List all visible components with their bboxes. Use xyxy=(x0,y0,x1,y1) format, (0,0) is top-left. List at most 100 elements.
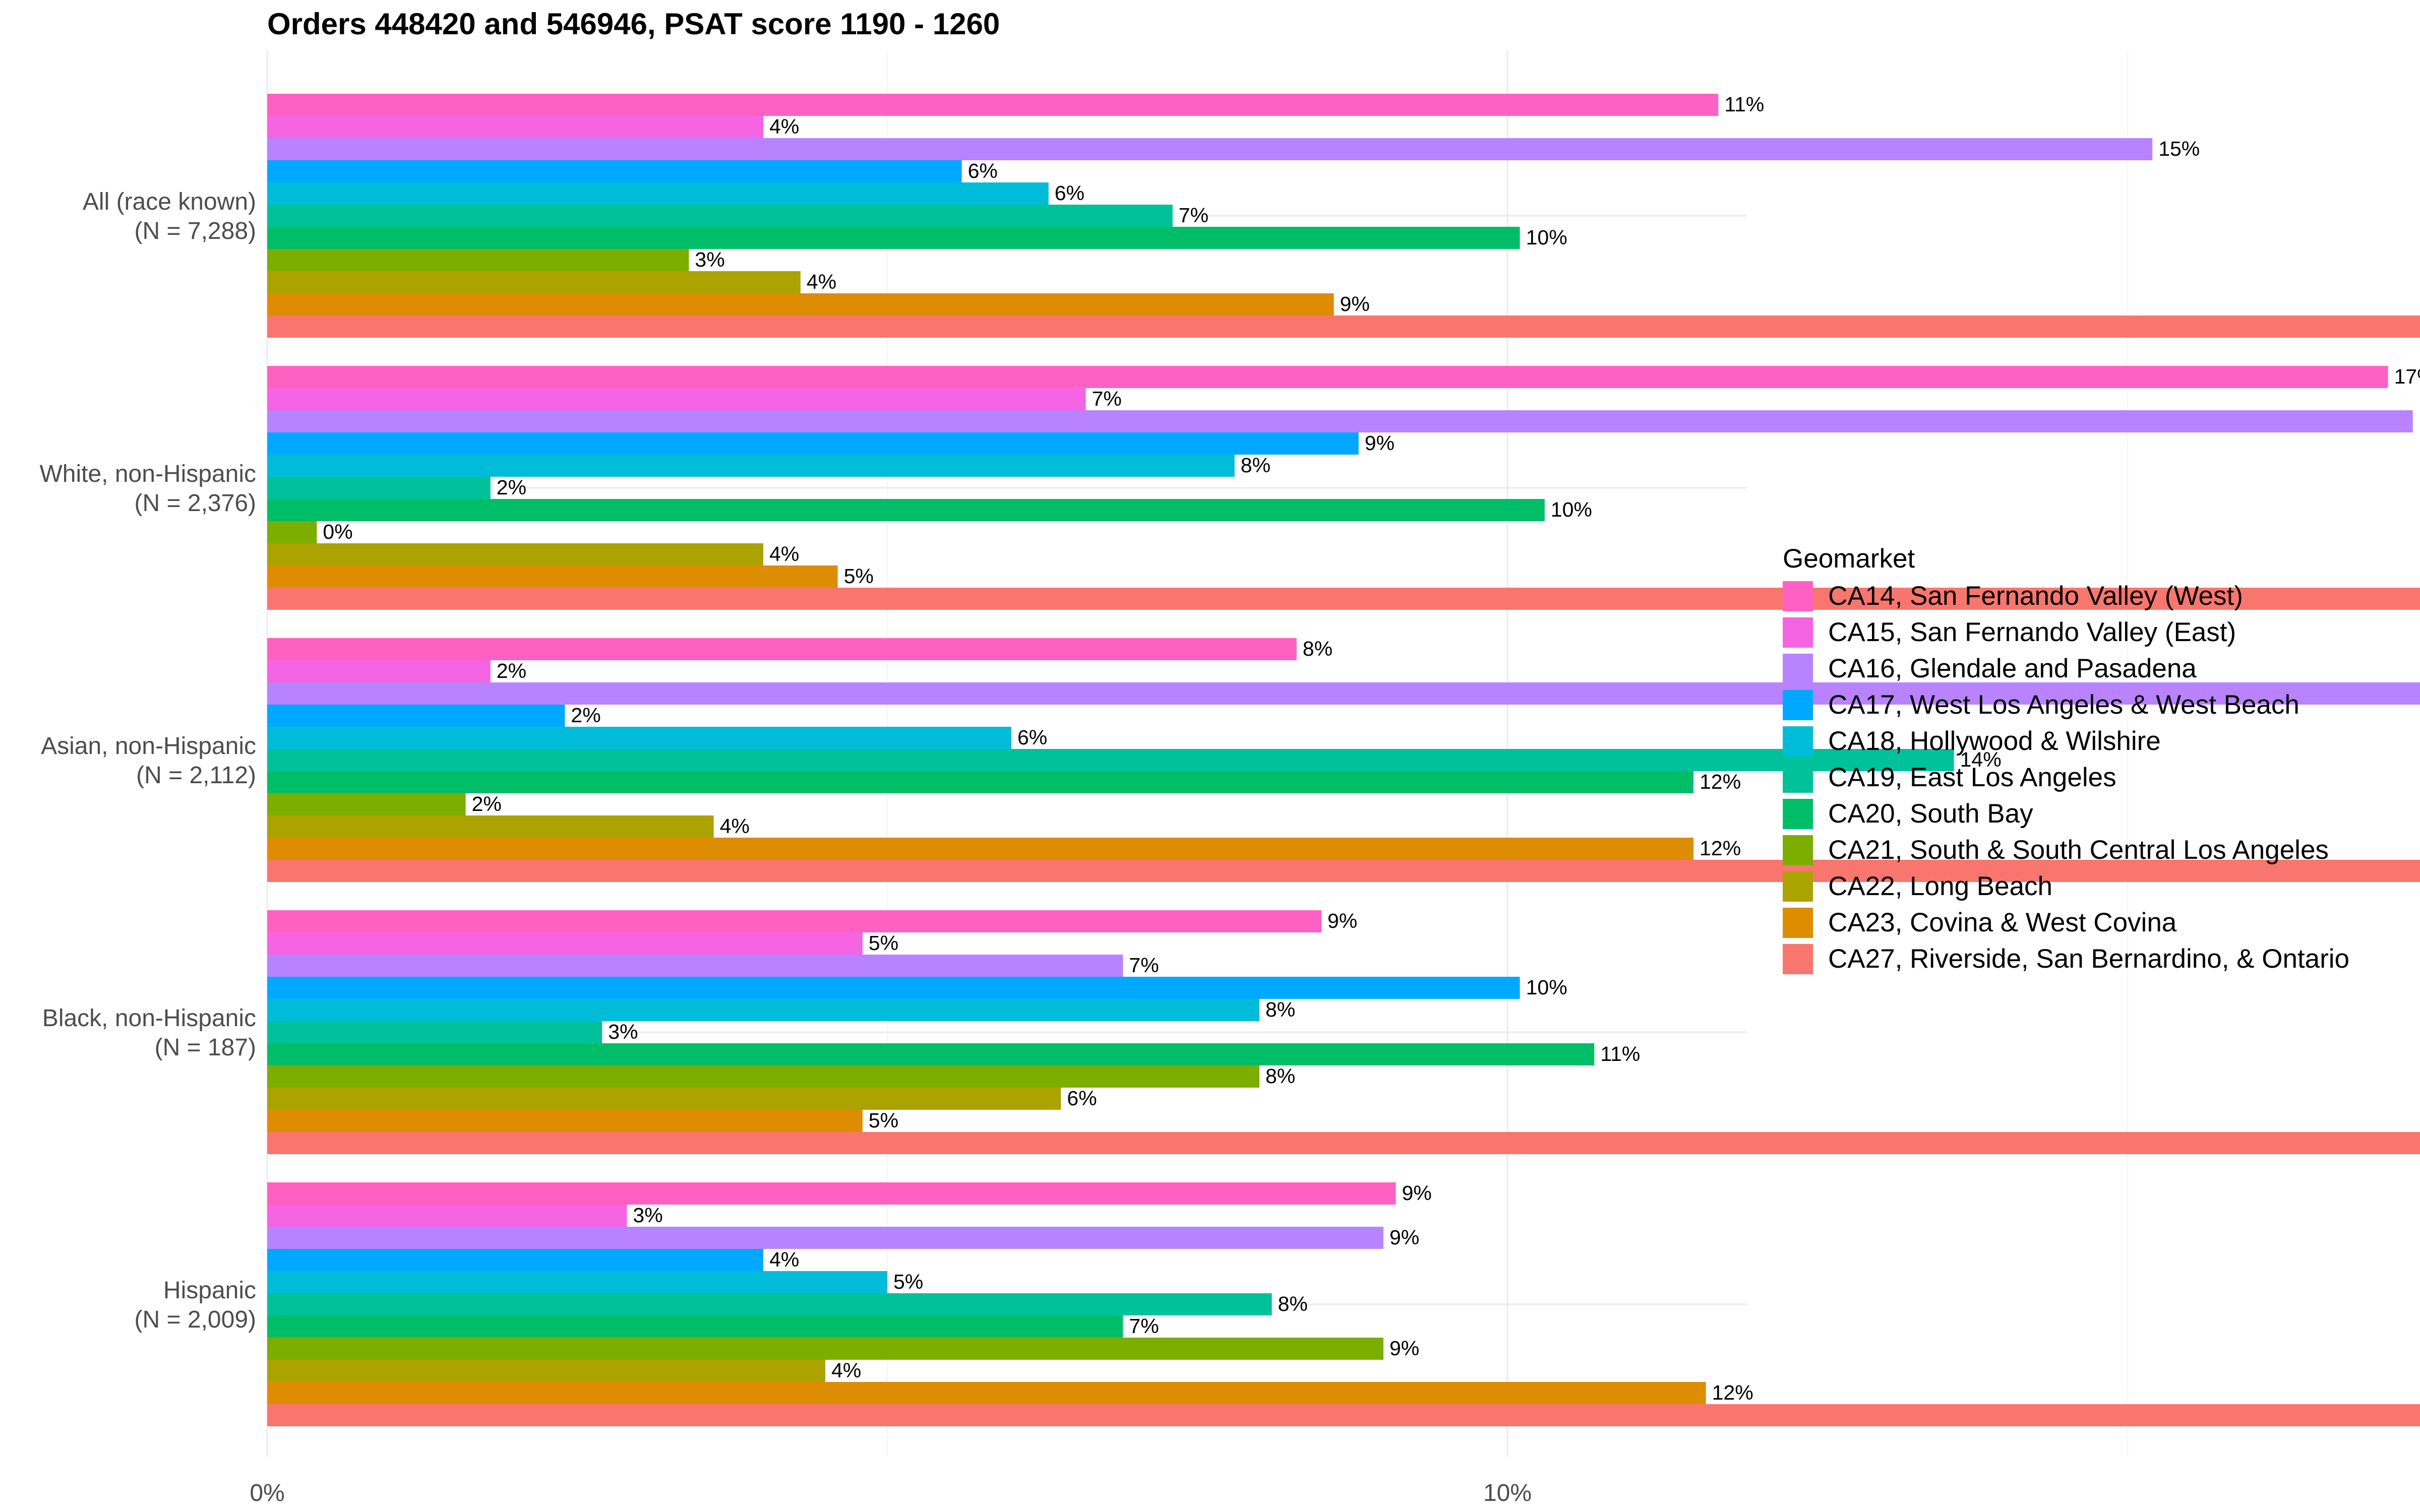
data-label-background xyxy=(567,706,595,726)
data-label-background xyxy=(715,816,744,837)
data-label-background xyxy=(1596,1044,1637,1064)
data-label: 2% xyxy=(497,659,526,682)
legend-key xyxy=(1783,908,1813,938)
data-label: 10% xyxy=(1526,976,1567,999)
data-label: 8% xyxy=(1265,1064,1295,1088)
y-axis-label: All (race known) (N = 7,288) xyxy=(83,188,256,244)
data-label: 0% xyxy=(323,520,352,543)
bar xyxy=(267,638,1297,660)
data-label: 4% xyxy=(769,542,799,565)
data-label: 7% xyxy=(1129,1314,1159,1338)
data-label: 10% xyxy=(1551,498,1592,521)
data-label: 12% xyxy=(1712,1381,1753,1404)
data-label-background xyxy=(1261,1000,1290,1020)
bar xyxy=(267,1065,1259,1088)
data-label: 9% xyxy=(1327,909,1357,932)
bar xyxy=(267,1021,602,1043)
data-label-background xyxy=(319,522,347,542)
bar xyxy=(267,771,1693,793)
bar xyxy=(267,138,2153,160)
data-label-background xyxy=(1696,772,1735,792)
data-label: 5% xyxy=(893,1270,923,1293)
bar xyxy=(267,160,962,182)
data-label: 17% xyxy=(2394,365,2420,388)
data-label: 7% xyxy=(1092,387,1122,410)
data-label-background xyxy=(1546,500,1587,520)
legend-key xyxy=(1783,690,1813,720)
data-label: 14% xyxy=(1960,748,2002,771)
data-label: 2% xyxy=(497,476,526,499)
data-label-background xyxy=(1298,639,1327,659)
bar xyxy=(267,910,1321,932)
data-label: 2% xyxy=(472,792,502,815)
data-label-background xyxy=(2154,139,2195,159)
bar xyxy=(267,1227,1383,1249)
legend-label: CA19, East Los Angeles xyxy=(1828,763,2116,792)
data-label-background xyxy=(839,566,868,587)
data-label-background xyxy=(1125,956,1154,976)
x-axis-ticks: 0%10%20%30% xyxy=(250,1480,1532,1506)
data-label: 12% xyxy=(1700,837,1741,860)
legend: Geomarket CA14, San Fernando Valley (Wes… xyxy=(1783,544,2349,974)
bar xyxy=(267,116,763,138)
legend-label: CA27, Riverside, San Bernardino, & Ontar… xyxy=(1828,944,2349,974)
bar xyxy=(267,1110,863,1132)
bar xyxy=(267,660,491,682)
bar xyxy=(267,316,2420,338)
bar xyxy=(267,815,714,838)
chart-title: Orders 448420 and 546946, PSAT score 119… xyxy=(267,7,1000,41)
data-label-background xyxy=(1696,839,1735,859)
bar xyxy=(267,727,1011,749)
data-label-background xyxy=(691,250,719,270)
bar xyxy=(267,249,689,271)
data-label-background xyxy=(765,1250,794,1270)
data-label-background xyxy=(1087,389,1116,409)
data-label: 12% xyxy=(1700,770,1741,793)
bar xyxy=(267,94,1719,116)
data-label-background xyxy=(1013,728,1042,748)
data-label-background xyxy=(1956,750,1996,770)
data-label: 8% xyxy=(1303,637,1333,660)
data-label-background xyxy=(1323,911,1352,931)
data-label: 4% xyxy=(720,814,750,838)
legend-key xyxy=(1783,581,1813,611)
legend-key xyxy=(1783,763,1813,793)
data-label-background xyxy=(2414,411,2420,431)
data-label: 9% xyxy=(1340,292,1370,316)
data-label-background xyxy=(765,117,794,137)
data-label-background xyxy=(1125,1316,1154,1337)
bar xyxy=(267,455,1235,477)
data-label: 11% xyxy=(1600,1042,1640,1065)
data-label: 3% xyxy=(608,1020,638,1043)
bar xyxy=(267,1271,887,1293)
data-label: 8% xyxy=(1278,1292,1308,1315)
bar xyxy=(267,705,565,727)
bar xyxy=(267,1205,627,1227)
data-label: 15% xyxy=(2158,137,2200,160)
legend-key xyxy=(1783,871,1813,902)
bar xyxy=(267,432,1359,455)
bar xyxy=(267,955,1123,977)
bar xyxy=(267,1043,1595,1065)
bar xyxy=(267,205,1173,227)
bar xyxy=(267,1404,2420,1426)
data-label: 8% xyxy=(1241,454,1270,477)
data-label: 6% xyxy=(1067,1087,1097,1110)
data-label-background xyxy=(864,933,893,954)
bar xyxy=(267,388,1086,410)
bar xyxy=(267,1132,2420,1154)
data-label-background xyxy=(963,161,992,181)
data-label-background xyxy=(1063,1089,1092,1109)
legend-label: CA23, Covina & West Covina xyxy=(1828,908,2177,937)
bar xyxy=(267,521,317,543)
data-label-background xyxy=(765,544,794,564)
data-label-background xyxy=(1360,433,1389,454)
bar xyxy=(267,410,2413,432)
data-label-background xyxy=(1385,1339,1414,1359)
data-label: 2% xyxy=(571,704,600,727)
bar xyxy=(267,499,1545,521)
bar xyxy=(267,1182,1396,1205)
data-label: 3% xyxy=(633,1204,662,1227)
bar xyxy=(267,1382,1706,1404)
bar xyxy=(267,749,1954,771)
